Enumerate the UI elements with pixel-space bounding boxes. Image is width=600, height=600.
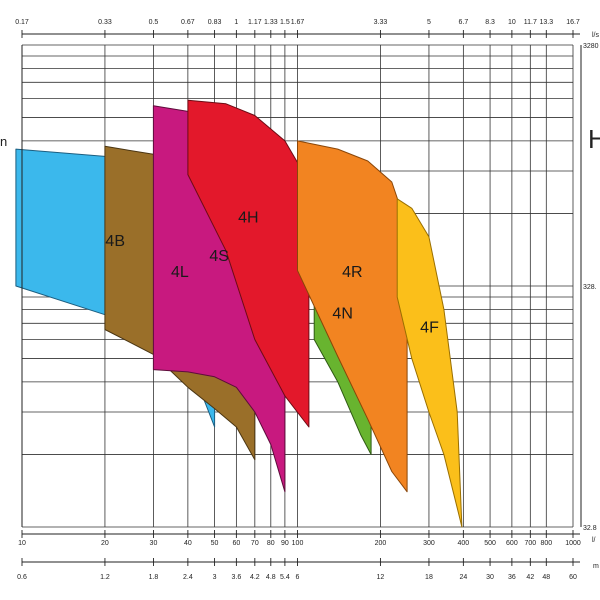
bottom-secondary-tick-label: 60 (569, 574, 577, 581)
top-tick-label: 5 (427, 19, 431, 26)
top-tick-label: 3.33 (374, 19, 388, 26)
top-tick-label: 1.17 (248, 19, 262, 26)
bottom-secondary-tick-label: 0.6 (17, 574, 27, 581)
bottom-tick-label: 600 (506, 540, 518, 547)
top-tick-label: 1 (234, 19, 238, 26)
bottom-tick-label: 40 (184, 540, 192, 547)
bottom-secondary-tick-label: 36 (508, 574, 516, 581)
bottom-tick-label: 500 (484, 540, 496, 547)
bottom-tick-label: 10 (18, 540, 26, 547)
bottom-tick-label: 60 (232, 540, 240, 547)
bottom-right-unit-label: l/ (592, 537, 596, 544)
bottom-secondary-tick-label: 1.2 (100, 574, 110, 581)
bottom-tick-label: 300 (423, 540, 435, 547)
bottom-secondary-tick-label: 12 (377, 574, 385, 581)
bottom-tick-label: 1000 (565, 540, 581, 547)
bottom-secondary-tick-label: 5.4 (280, 574, 290, 581)
bottom-tick-label: 20 (101, 540, 109, 547)
bottom-secondary-tick-label: 42 (526, 574, 534, 581)
top-tick-label: 1.33 (264, 19, 278, 26)
zone-4r-label: 4R (342, 264, 362, 281)
top-tick-label: 13.3 (539, 19, 553, 26)
bottom-secondary-tick-label: 30 (486, 574, 494, 581)
top-tick-label: 0.33 (98, 19, 112, 26)
bottom-secondary-tick-label: 3.6 (232, 574, 242, 581)
zone-4s-label: 4S (209, 248, 229, 265)
bottom-tick-label: 80 (267, 540, 275, 547)
bottom-secondary-tick-label: 6 (296, 574, 300, 581)
bottom-far-right-unit-label: m (593, 563, 599, 570)
bottom-tick-label: 200 (375, 540, 387, 547)
bottom-tick-label: 90 (281, 540, 289, 547)
bottom-secondary-tick-label: 18 (425, 574, 433, 581)
top-tick-label: 0.83 (208, 19, 222, 26)
zone-4n-label: 4N (332, 305, 352, 322)
zone-4f-area (396, 198, 463, 528)
edge-labels: n H l/s l/ m (0, 32, 600, 570)
zone-4f-label: 4F (420, 320, 439, 337)
top-tick-label: 10 (508, 19, 516, 26)
top-tick-label: 0.17 (15, 19, 29, 26)
bottom-tick-label: 400 (458, 540, 470, 547)
zone-labels: 4B 4L 4S 4H 4N 4R 4F (105, 209, 439, 336)
top-tick-label: 0.67 (181, 19, 195, 26)
top-tick-label: 0.5 (149, 19, 159, 26)
top-tick-label: 1.67 (291, 19, 305, 26)
bottom-tick-label: 50 (211, 540, 219, 547)
bottom-tick-label: 100 (292, 540, 304, 547)
bottom-secondary-tick-label: 24 (459, 574, 467, 581)
right-axis-letter: H (588, 124, 600, 154)
axis-ticks: 0.17 0.33 0.5 0.67 0.83 1 1.17 1.33 1.5 1.67 3.33 5… (15, 19, 598, 581)
bottom-secondary-tick-label: 48 (542, 574, 550, 581)
top-tick-label: 11.7 (524, 19, 537, 26)
zone-4h-label: 4H (238, 209, 258, 226)
left-unit-label: n (0, 134, 7, 149)
bottom-tick-label: 800 (540, 540, 552, 547)
bottom-secondary-tick-label: 1.8 (149, 574, 159, 581)
right-tick-label: 3280 (583, 43, 599, 50)
zone-4h-area (187, 99, 310, 428)
bottom-secondary-tick-label: 4.2 (250, 574, 260, 581)
top-right-unit-label: l/s (592, 32, 600, 39)
top-tick-label: 6.7 (459, 19, 469, 26)
top-tick-label: 16.7 (566, 19, 580, 26)
zone-4r-area (297, 140, 408, 493)
top-tick-label: 1.5 (280, 19, 290, 26)
bottom-tick-label: 700 (524, 540, 536, 547)
right-tick-label: 32.8 (583, 525, 597, 532)
bottom-secondary-tick-label: 2.4 (183, 574, 193, 581)
bottom-secondary-tick-label: 4.8 (266, 574, 276, 581)
zone-4b-label: 4B (105, 233, 125, 250)
right-tick-label: 328. (583, 284, 597, 291)
bottom-tick-label: 30 (150, 540, 158, 547)
top-tick-label: 8.3 (485, 19, 495, 26)
bottom-secondary-tick-label: 3 (213, 574, 217, 581)
chart-frame (21, 33, 582, 563)
bottom-tick-label: 70 (251, 540, 259, 547)
zone-4l-label: 4L (171, 264, 189, 281)
pump-zones (15, 99, 463, 528)
